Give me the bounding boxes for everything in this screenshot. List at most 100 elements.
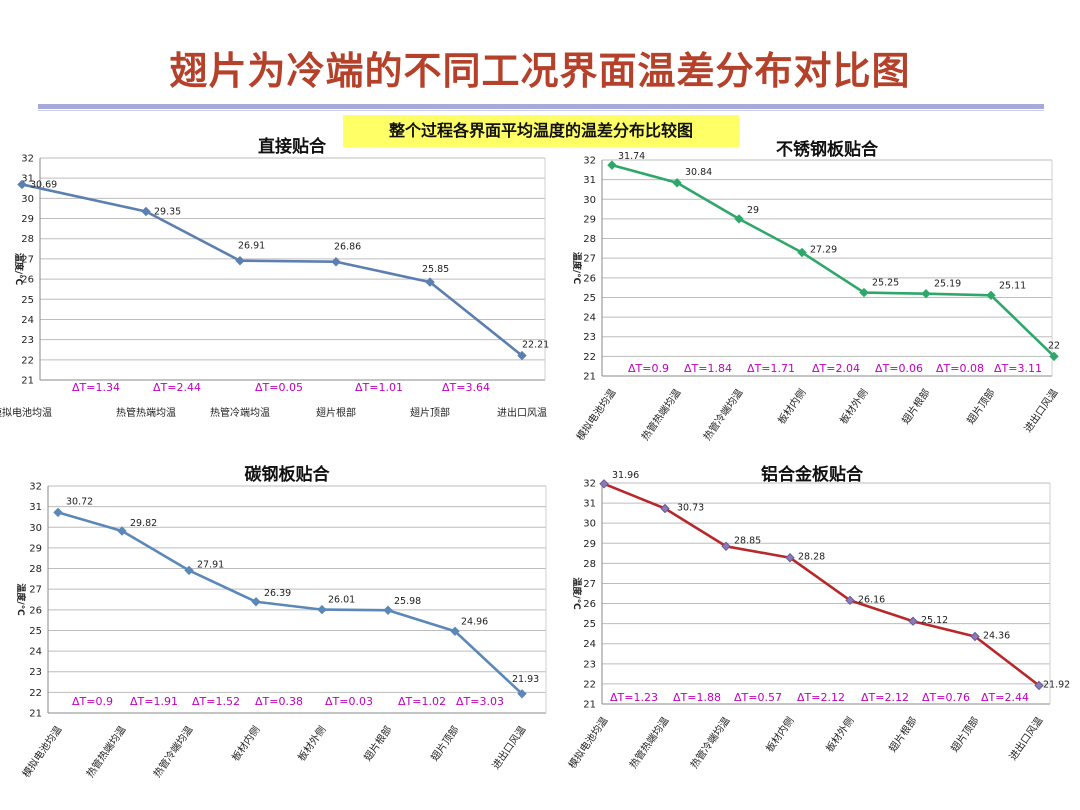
data-value-label: 31.96 [612, 470, 639, 481]
x-category-label: 板材外侧 [837, 386, 871, 426]
y-tick-label: 29 [21, 214, 34, 225]
y-tick-label: 30 [29, 523, 42, 534]
y-tick-label: 24 [21, 315, 34, 326]
data-value-label: 29 [747, 205, 759, 216]
x-category-label: 热管冷端均温 [150, 723, 195, 780]
y-tick-label: 23 [583, 659, 596, 670]
delta-t-label: ΔT=2.44 [981, 691, 1029, 704]
data-point-marker [986, 290, 996, 301]
data-point-marker [734, 214, 744, 224]
delta-t-label: ΔT=0.9 [628, 362, 669, 375]
x-category-label: 热管热端均温 [626, 714, 671, 771]
series-line [57, 511, 523, 695]
slide-title: 翅片为冷端的不同工况界面温差分布对比图 [169, 49, 911, 93]
data-point-marker [517, 350, 527, 361]
data-point-marker [141, 206, 151, 217]
data-point-marker [908, 616, 918, 626]
y-tick-label: 31 [29, 502, 42, 513]
delta-t-label: ΔT=0.06 [875, 362, 923, 375]
title-divider-thin [38, 110, 1044, 111]
x-category-label: 翅片根部 [899, 386, 933, 426]
y-tick-label: 25 [583, 619, 596, 630]
y-tick-label: 28 [583, 559, 596, 570]
x-category-label: 进出口风温 [489, 723, 528, 771]
data-point-marker [1049, 351, 1059, 362]
data-value-label: 27.29 [810, 244, 837, 255]
x-category-label: 板材内侧 [763, 714, 797, 754]
data-point-marker [785, 553, 795, 563]
y-tick-label: 30 [21, 194, 34, 205]
data-point-marker [1034, 680, 1044, 691]
y-tick-label: 32 [21, 154, 34, 165]
delta-t-label: ΔT=1.84 [684, 362, 732, 375]
y-tick-label: 24 [583, 639, 596, 650]
y-tick-label: 27 [21, 254, 34, 265]
x-category-label: 模拟电池均温 [565, 714, 610, 771]
delta-t-label: ΔT=3.03 [456, 695, 504, 708]
data-value-label: 22.21 [522, 340, 549, 351]
y-tick-label: 27 [583, 579, 596, 590]
delta-t-label: ΔT=1.91 [130, 695, 178, 708]
data-point-marker [450, 626, 460, 636]
data-point-marker [383, 605, 393, 615]
data-value-label: 26.39 [264, 588, 291, 599]
delta-t-label: ΔT=0.9 [72, 695, 113, 708]
data-point-marker [921, 289, 931, 299]
chart-title: 直接贴合 [258, 136, 327, 157]
data-value-label: 30.72 [66, 496, 93, 507]
x-category-label: 热管冷端均温 [687, 714, 732, 771]
y-tick-label: 23 [583, 332, 596, 343]
delta-t-label: ΔT=1.52 [192, 695, 240, 708]
data-point-marker [517, 689, 527, 699]
y-tick-label: 28 [21, 234, 34, 245]
data-point-marker [607, 160, 617, 170]
y-tick-label: 32 [29, 482, 42, 493]
x-category-label: 热管热端均温 [83, 723, 128, 780]
x-category-label: 模拟电池均温 [0, 406, 52, 419]
delta-t-label: ΔT=1.88 [673, 691, 721, 704]
x-category-label: 翅片根部 [361, 723, 395, 763]
delta-t-label: ΔT=0.57 [734, 691, 782, 704]
data-value-label: 22 [1048, 340, 1060, 351]
x-category-label: 进出口风温 [1006, 714, 1045, 762]
y-tick-label: 26 [583, 273, 596, 284]
data-value-label: 25.11 [999, 280, 1026, 291]
data-value-label: 29.35 [154, 206, 181, 217]
data-value-label: 25.98 [394, 596, 421, 607]
y-tick-label: 21 [583, 372, 596, 383]
y-tick-label: 22 [29, 688, 42, 699]
data-point-marker [184, 565, 194, 576]
x-category-label: 板材外侧 [823, 714, 857, 754]
data-point-marker [17, 179, 27, 190]
y-tick-label: 31 [583, 175, 596, 186]
data-value-label: 21.93 [512, 674, 539, 685]
x-category-label: 热管热端均温 [116, 406, 176, 419]
y-tick-label: 22 [583, 679, 596, 690]
data-point-marker [425, 277, 435, 287]
comparison-banner: 整个过程各界面平均温度的温差分布比较图 [343, 115, 739, 147]
y-tick-label: 30 [583, 195, 596, 206]
delta-t-label: ΔT=1.23 [610, 691, 658, 704]
data-value-label: 27.91 [197, 559, 224, 570]
delta-t-label: ΔT=2.12 [861, 691, 909, 704]
x-category-label: 进出口风温 [497, 406, 547, 419]
x-category-label: 热管热端均温 [638, 386, 683, 443]
y-tick-label: 31 [21, 174, 34, 185]
data-value-label: 31.74 [618, 151, 645, 162]
data-value-label: 30.84 [685, 167, 712, 178]
x-category-label: 热管冷端均温 [700, 386, 745, 443]
data-value-label: 25.25 [872, 278, 899, 289]
chart-title: 铝合金板贴合 [761, 464, 864, 485]
delta-t-label: ΔT=3.11 [994, 362, 1042, 375]
data-value-label: 24.36 [983, 630, 1010, 641]
data-value-label: 30.73 [677, 503, 704, 514]
y-tick-label: 27 [29, 585, 42, 596]
data-value-label: 26.86 [334, 242, 361, 253]
y-tick-label: 23 [21, 335, 34, 346]
data-point-marker [721, 541, 731, 551]
y-axis-label: 温度/℃ [571, 252, 583, 284]
y-axis-label: 温度/℃ [571, 577, 583, 609]
series-line [611, 163, 1055, 358]
y-tick-label: 23 [29, 667, 42, 678]
delta-t-label: ΔT=1.02 [398, 695, 446, 708]
